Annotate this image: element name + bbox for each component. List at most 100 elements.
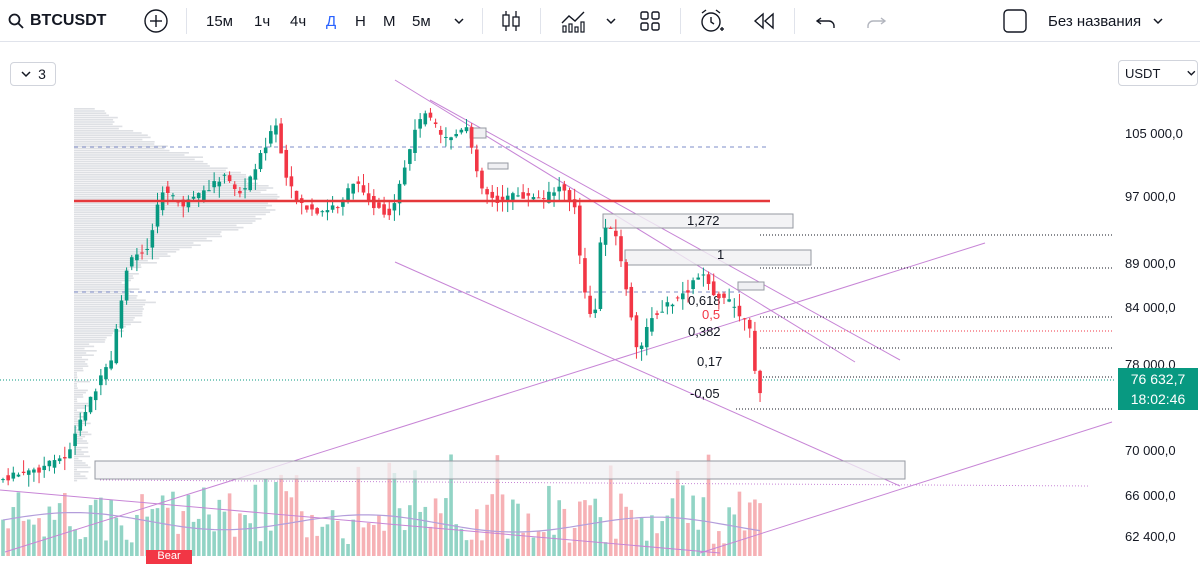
price-tick: 70 000,0 [1125,443,1176,458]
indicators-button[interactable] [560,0,588,42]
volume-profile-row [74,413,81,416]
candle-body [686,290,690,293]
candlestick-series[interactable] [1,108,762,487]
candle-body [696,277,701,280]
layout-name-button[interactable]: Без названия [1048,0,1165,42]
volume-profile-row [74,451,89,453]
fib-zone-box-1272[interactable] [602,213,794,229]
candle-body [253,169,258,180]
volume-bar [562,508,567,556]
candle-body [464,127,469,132]
interval-month[interactable]: М [383,0,396,42]
fib-zone-box-1[interactable] [624,249,812,266]
volume-bar [21,520,26,556]
candle-body [706,274,711,284]
volume-bar [660,521,664,556]
currency-selector[interactable]: USDT [1118,60,1198,86]
interval-label: Н [355,12,366,30]
price-tick: 97 000,0 [1125,189,1176,204]
indicators-icon [561,11,585,33]
volume-profile-row [74,119,114,121]
candle-body [423,113,428,125]
interval-1h[interactable]: 1ч [254,0,270,42]
volume-bar [289,497,294,556]
candle-body [413,129,417,153]
undo-button[interactable] [814,0,838,42]
volume-profile-row [74,229,239,231]
fib-label: 0,17 [697,354,722,369]
volume-profile-row [74,464,88,466]
fib-retracement[interactable]: 1,272 1 0,618 0,5 0,382 0,17 -0,05 [687,213,1112,410]
volume-bar [387,462,392,556]
legend-collapse-toggle[interactable]: 3 [10,62,56,86]
price-tick: 84 000,0 [1125,300,1176,315]
price-tick: 66 000,0 [1125,488,1176,503]
layout-checkbox[interactable] [1002,0,1028,42]
volume-profile-row [74,145,168,147]
volume-profile-row [74,257,160,260]
volume-profile-row [74,235,222,238]
replay-button[interactable] [752,0,776,42]
candle-body [449,137,453,141]
volume-profile-row [74,301,156,304]
interval-15m[interactable]: 15м [206,0,233,42]
candle-body [382,204,386,215]
candle-body [99,375,103,386]
redo-button[interactable] [864,0,888,42]
trend-line-rising [4,242,986,553]
candle-body [408,149,412,164]
volume-bar [737,491,742,556]
volume-profile-row [74,407,86,409]
price-chart[interactable]: 1,272 1 0,618 0,5 0,382 0,17 -0,05 105 0… [0,42,1200,560]
interval-week[interactable]: Н [355,0,366,42]
candle-body [454,134,458,137]
candle-body [732,306,737,308]
volume-profile-row [74,171,241,174]
volume-bar [665,515,670,556]
interval-4h[interactable]: 4ч [290,0,306,42]
symbol-name: BTCUSDT [30,12,107,29]
chevron-down-icon [606,18,616,25]
candle-body [310,204,314,210]
volume-bar [356,466,361,556]
alert-button[interactable] [698,0,726,42]
small-zone-box[interactable] [487,162,509,170]
candle-body [341,199,345,207]
interval-label: 5м [412,12,431,30]
volume-profile-row [74,141,155,143]
candle-body [737,305,742,317]
volume-profile-row [74,187,274,189]
candle-body [191,196,196,199]
volume-profile-row [74,367,83,370]
square-icon [1003,9,1027,33]
chevron-down-icon [21,71,31,78]
compare-add-button[interactable] [143,0,169,42]
layout-grid-button[interactable] [638,0,662,42]
demand-zone-box[interactable] [94,460,906,480]
volume-profile-row [74,281,122,284]
volume-bar [691,495,695,556]
volume-profile-row [74,477,88,480]
volume-bar [155,508,160,556]
interval-5m[interactable]: 5м [412,0,431,42]
volume-profile-row [74,222,253,224]
chart-type-button[interactable] [498,0,524,42]
symbol-search[interactable]: BTCUSDT [8,0,106,42]
fib-label: 0,5 [702,307,720,322]
small-zone-box[interactable] [737,281,765,291]
candle-body [243,188,247,190]
interval-day[interactable]: Д [326,0,336,42]
volume-profile-row [74,143,155,145]
volume-bar [160,495,165,556]
volume-profile-row [74,127,119,130]
volume-profile-row [74,125,123,128]
candle-body [536,197,541,199]
candle-body [263,147,268,154]
indicators-dropdown[interactable] [604,0,618,42]
interval-dropdown[interactable] [452,0,466,42]
volume-profile-row [74,121,115,123]
volume-profile-row [74,248,180,251]
candle-body [557,186,561,192]
candle-body [459,129,464,133]
candle-body [361,185,366,193]
